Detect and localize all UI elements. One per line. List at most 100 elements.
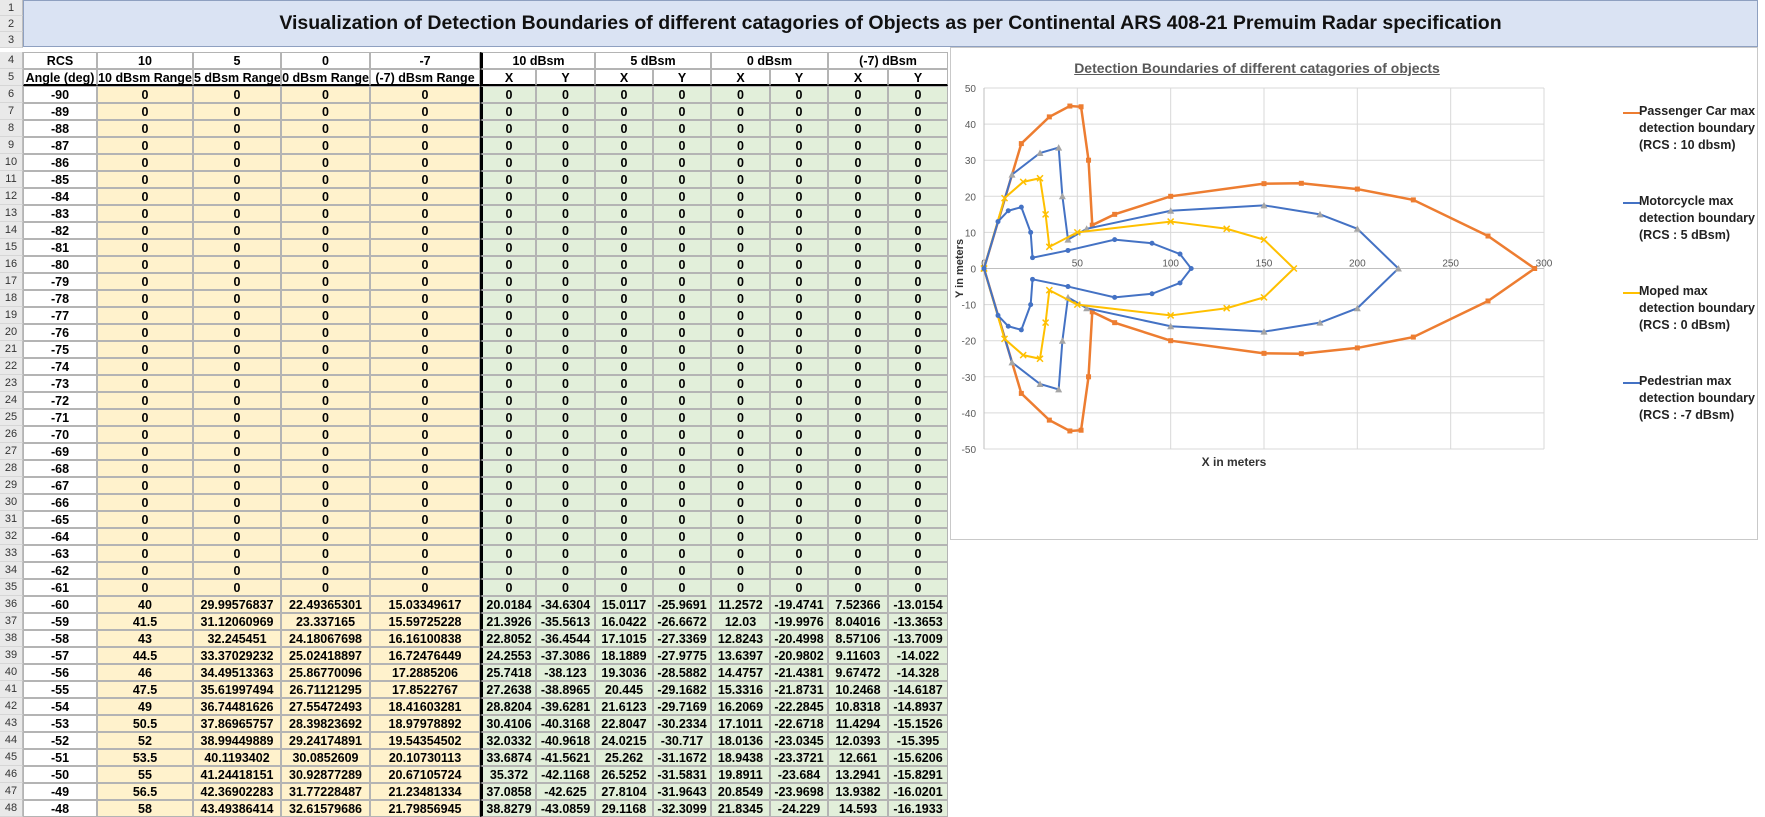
value-cell[interactable]: 0 — [536, 239, 595, 256]
value-cell[interactable]: 46 — [97, 664, 193, 681]
value-cell[interactable]: -30.2334 — [653, 715, 711, 732]
value-cell[interactable]: 0 — [193, 256, 281, 273]
value-cell[interactable]: 29.24174891 — [281, 732, 370, 749]
value-cell[interactable]: 0 — [370, 205, 480, 222]
value-cell[interactable]: 0 — [97, 409, 193, 426]
value-cell[interactable]: 0 — [711, 579, 770, 596]
row-number[interactable]: 13 — [0, 205, 23, 222]
value-cell[interactable]: 0 — [770, 256, 828, 273]
value-cell[interactable]: -22.6718 — [770, 715, 828, 732]
value-cell[interactable]: 0 — [711, 154, 770, 171]
value-cell[interactable]: 24.2553 — [480, 647, 536, 664]
value-cell[interactable]: 0 — [97, 307, 193, 324]
value-cell[interactable]: 0 — [193, 511, 281, 528]
value-cell[interactable]: 0 — [281, 426, 370, 443]
value-cell[interactable]: 56.5 — [97, 783, 193, 800]
value-cell[interactable]: -41.5621 — [536, 749, 595, 766]
value-cell[interactable]: 0 — [888, 188, 948, 205]
value-cell[interactable]: 0 — [595, 392, 653, 409]
header-rcs-value[interactable]: 0 — [281, 52, 370, 69]
column-header[interactable]: 0 dBsm Range — [281, 69, 370, 86]
value-cell[interactable]: 0 — [595, 86, 653, 103]
value-cell[interactable]: 0 — [370, 256, 480, 273]
value-cell[interactable]: 0 — [770, 273, 828, 290]
header-rcs-value[interactable]: 10 — [97, 52, 193, 69]
value-cell[interactable]: 13.2941 — [828, 766, 888, 783]
value-cell[interactable]: 0 — [653, 171, 711, 188]
value-cell[interactable]: 0 — [888, 307, 948, 324]
value-cell[interactable]: 0 — [888, 528, 948, 545]
value-cell[interactable]: 0 — [770, 460, 828, 477]
value-cell[interactable]: 0 — [97, 341, 193, 358]
value-cell[interactable]: 0 — [97, 205, 193, 222]
value-cell[interactable]: 0 — [595, 528, 653, 545]
header-xy-group[interactable]: 5 dBsm — [595, 52, 711, 69]
row-number[interactable]: 4 — [0, 52, 23, 69]
value-cell[interactable]: 49 — [97, 698, 193, 715]
value-cell[interactable]: 0 — [193, 307, 281, 324]
value-cell[interactable]: 0 — [653, 103, 711, 120]
value-cell[interactable]: 0 — [536, 460, 595, 477]
value-cell[interactable]: -32.3099 — [653, 800, 711, 817]
value-cell[interactable]: 42.36902283 — [193, 783, 281, 800]
value-cell[interactable]: 0 — [770, 392, 828, 409]
value-cell[interactable]: 0 — [536, 392, 595, 409]
value-cell[interactable]: 0 — [536, 409, 595, 426]
value-cell[interactable]: 18.9438 — [711, 749, 770, 766]
value-cell[interactable]: 21.3926 — [480, 613, 536, 630]
value-cell[interactable]: 41.5 — [97, 613, 193, 630]
row-number[interactable]: 7 — [0, 103, 23, 120]
value-cell[interactable]: 0 — [828, 579, 888, 596]
value-cell[interactable]: 0 — [480, 341, 536, 358]
angle-cell[interactable]: -49 — [23, 783, 97, 800]
value-cell[interactable]: 0 — [281, 103, 370, 120]
value-cell[interactable]: 0 — [97, 86, 193, 103]
row-number[interactable]: 38 — [0, 630, 23, 647]
value-cell[interactable]: 0 — [97, 239, 193, 256]
value-cell[interactable]: 0 — [97, 222, 193, 239]
value-cell[interactable]: 0 — [480, 222, 536, 239]
value-cell[interactable]: 0 — [281, 154, 370, 171]
row-number[interactable]: 24 — [0, 392, 23, 409]
angle-cell[interactable]: -65 — [23, 511, 97, 528]
value-cell[interactable]: 0 — [888, 358, 948, 375]
value-cell[interactable]: 0 — [595, 460, 653, 477]
column-header[interactable]: 10 dBsm Range — [97, 69, 193, 86]
value-cell[interactable]: 0 — [97, 188, 193, 205]
angle-cell[interactable]: -84 — [23, 188, 97, 205]
value-cell[interactable]: 0 — [653, 239, 711, 256]
value-cell[interactable]: 18.97978892 — [370, 715, 480, 732]
value-cell[interactable]: 24.0215 — [595, 732, 653, 749]
value-cell[interactable]: 0 — [770, 307, 828, 324]
value-cell[interactable]: 9.67472 — [828, 664, 888, 681]
value-cell[interactable]: -22.2845 — [770, 698, 828, 715]
row-number[interactable]: 15 — [0, 239, 23, 256]
value-cell[interactable]: 0 — [595, 307, 653, 324]
value-cell[interactable]: -23.3721 — [770, 749, 828, 766]
value-cell[interactable]: 0 — [595, 290, 653, 307]
value-cell[interactable]: 0 — [595, 426, 653, 443]
angle-cell[interactable]: -82 — [23, 222, 97, 239]
value-cell[interactable]: 0 — [653, 426, 711, 443]
value-cell[interactable]: 0 — [536, 273, 595, 290]
value-cell[interactable]: 0 — [536, 375, 595, 392]
value-cell[interactable]: 0 — [193, 86, 281, 103]
value-cell[interactable]: 0 — [595, 222, 653, 239]
value-cell[interactable]: 20.8549 — [711, 783, 770, 800]
value-cell[interactable]: 28.8204 — [480, 698, 536, 715]
value-cell[interactable]: 0 — [193, 324, 281, 341]
angle-cell[interactable]: -52 — [23, 732, 97, 749]
value-cell[interactable]: 0 — [480, 409, 536, 426]
value-cell[interactable]: 0 — [653, 494, 711, 511]
value-cell[interactable]: 0 — [653, 290, 711, 307]
value-cell[interactable]: 0 — [595, 256, 653, 273]
value-cell[interactable]: 0 — [193, 460, 281, 477]
value-cell[interactable]: 0 — [653, 205, 711, 222]
value-cell[interactable]: 0 — [370, 477, 480, 494]
column-header[interactable]: Y — [653, 69, 711, 86]
value-cell[interactable]: -20.9802 — [770, 647, 828, 664]
value-cell[interactable]: 0 — [370, 443, 480, 460]
value-cell[interactable]: 0 — [480, 545, 536, 562]
angle-cell[interactable]: -69 — [23, 443, 97, 460]
value-cell[interactable]: 0 — [770, 103, 828, 120]
